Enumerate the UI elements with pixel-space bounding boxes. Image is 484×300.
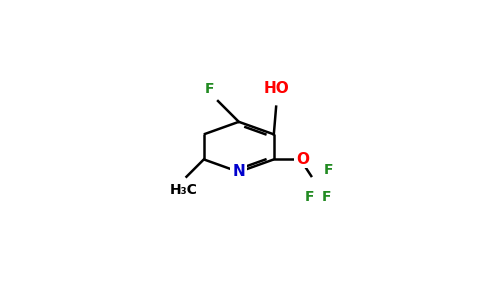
Text: HO: HO [263,81,289,96]
Text: H₃C: H₃C [170,182,198,197]
Text: F: F [322,190,331,204]
Text: O: O [296,152,309,167]
Text: N: N [232,164,245,179]
Text: F: F [304,190,314,204]
Text: F: F [323,163,333,177]
Text: F: F [205,82,215,96]
